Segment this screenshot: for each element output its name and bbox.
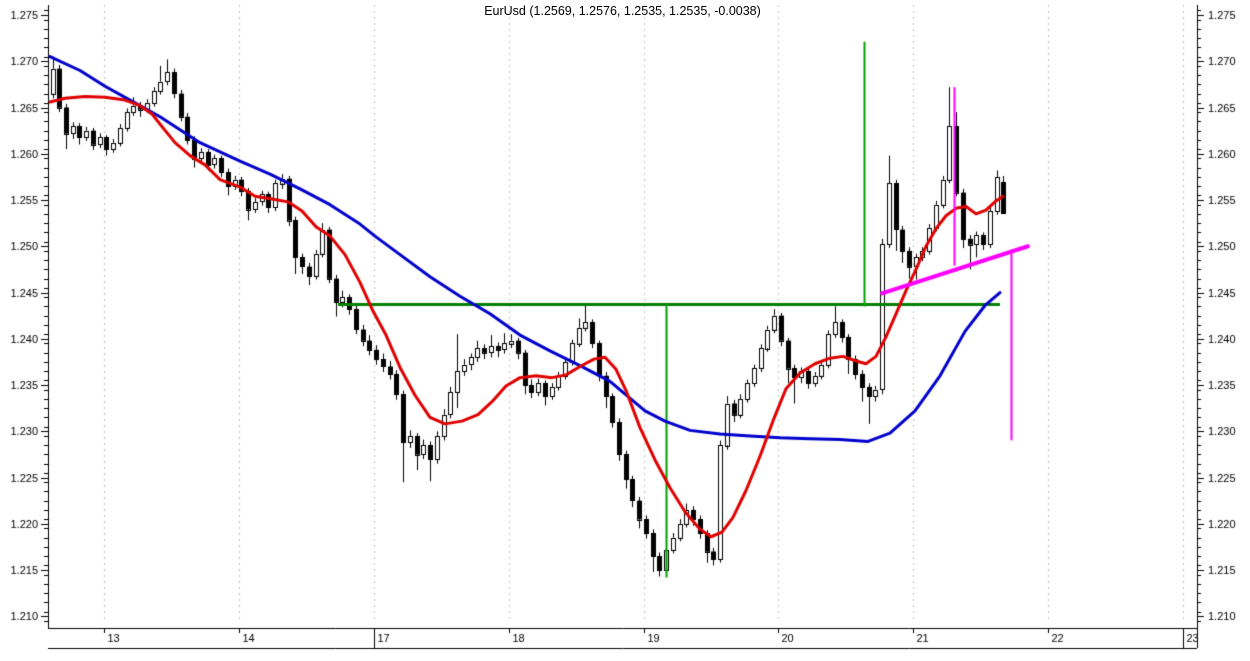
chart-title: EurUsd (1.2569, 1.2576, 1.2535, 1.2535, … [484, 4, 761, 18]
